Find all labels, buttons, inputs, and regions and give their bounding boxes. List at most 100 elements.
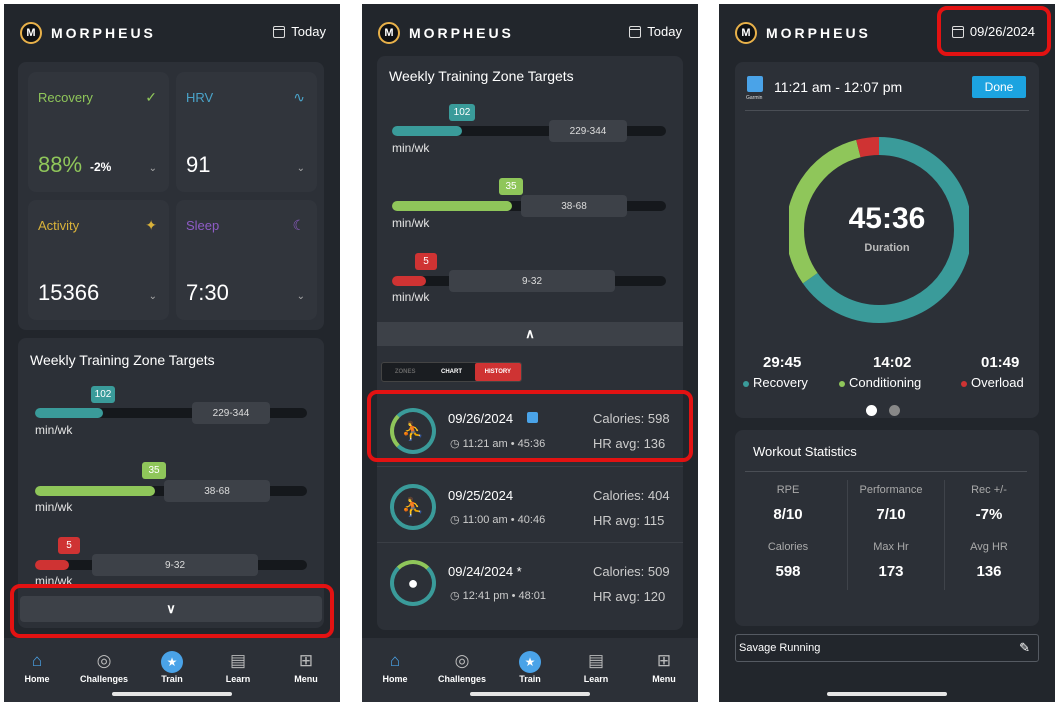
tile-hrv[interactable]: HRV ∿ 91 ⌄ — [176, 72, 317, 192]
tile-label: Recovery — [38, 90, 93, 105]
nav-train[interactable]: ★ Train — [500, 650, 560, 684]
stat-value: -7% — [975, 506, 1003, 523]
home-icon: ⌂ — [389, 651, 401, 670]
nav-label: Train — [519, 674, 541, 684]
history-item[interactable]: ⛹ 09/25/2024 ◷ 11:00 am • 40:46 Calories… — [377, 472, 683, 543]
date-button[interactable]: 09/26/2024 — [951, 24, 1035, 39]
zone-track — [392, 126, 666, 136]
note-text: Savage Running — [739, 642, 821, 654]
date-button[interactable]: Today — [273, 24, 326, 39]
nav-menu[interactable]: ⊞ Menu — [634, 650, 694, 684]
history-item[interactable]: ● 09/24/2024 * ◷ 12:41 pm • 48:01 Calori… — [377, 548, 683, 618]
tile-activity[interactable]: Activity ✦ 15366 ⌄ — [28, 200, 169, 320]
zone-value-badge: 35 — [142, 462, 166, 479]
tile-recovery[interactable]: Recovery ✓ 88% -2% ⌄ — [28, 72, 169, 192]
check-circle-icon: ✓ — [145, 89, 157, 105]
date-label: Today — [647, 24, 682, 39]
collapse-button[interactable]: ∧ — [377, 322, 683, 346]
history-date: 09/24/2024 * — [448, 564, 522, 579]
tab-chart[interactable]: CHART — [440, 369, 462, 375]
breakdown-label-text: Recovery — [753, 375, 808, 390]
grid-icon: ⊞ — [298, 651, 314, 670]
zone-fill — [392, 201, 512, 211]
tile-label: Activity — [38, 218, 80, 233]
breakdown-label-text: Overload — [971, 375, 1024, 390]
history-date: 09/26/2024 — [448, 411, 514, 426]
nav-challenges[interactable]: ◎ Challenges — [432, 650, 492, 684]
page-dot-active[interactable] — [866, 405, 877, 416]
zones-title: Weekly Training Zone Targets — [389, 68, 574, 84]
calendar-icon — [273, 25, 286, 38]
zone-value-badge: 102 — [449, 104, 475, 121]
running-icon: ✦ — [145, 217, 157, 233]
nav-home[interactable]: ⌂ Home — [7, 650, 67, 684]
garmin-icon — [527, 412, 538, 423]
nav-learn[interactable]: ▤ Learn — [208, 650, 268, 684]
nav-learn[interactable]: ▤ Learn — [566, 650, 626, 684]
running-icon: ★ — [500, 650, 560, 673]
tab-history[interactable]: HISTORY — [474, 363, 521, 381]
history-time-text: 12:41 pm • 48:01 — [462, 590, 547, 602]
history-date: 09/25/2024 — [448, 488, 514, 503]
history-item[interactable]: ⛹ 09/26/2024 ◷ 11:21 am • 45:36 Calories… — [377, 396, 683, 467]
target-icon: ◎ — [96, 651, 112, 670]
breakdown-value: 01:49 — [981, 354, 1020, 371]
morpheus-logo: M — [735, 22, 757, 44]
zone-fill — [35, 408, 103, 418]
tab-zones[interactable]: ZONES — [394, 369, 416, 375]
grid-icon: ⊞ — [656, 651, 672, 670]
nav-menu[interactable]: ⊞ Menu — [276, 650, 336, 684]
stat-label: Performance — [859, 484, 923, 496]
nav-label: Menu — [294, 674, 318, 684]
nav-train[interactable]: ★ Train — [142, 650, 202, 684]
pencil-icon[interactable]: ✎ — [1019, 640, 1030, 655]
zone-unit: min/wk — [35, 423, 73, 437]
calendar-icon — [951, 25, 964, 38]
zone-track — [35, 408, 307, 418]
stat-label: Avg HR — [970, 541, 1008, 553]
zone-range: 229-344 — [549, 120, 627, 142]
zone-unit: min/wk — [35, 500, 73, 514]
home-indicator — [470, 692, 590, 696]
nav-challenges[interactable]: ◎ Challenges — [74, 650, 134, 684]
done-button[interactable]: Done — [972, 76, 1026, 98]
stats-divider — [745, 471, 1027, 472]
zones-title: Weekly Training Zone Targets — [30, 352, 215, 368]
highlight-box — [367, 390, 693, 462]
tile-value: 7:30 — [186, 280, 229, 305]
page-dot[interactable] — [889, 405, 900, 416]
workout-note-field[interactable]: Savage Running ✎ — [735, 634, 1039, 662]
home-indicator — [112, 692, 232, 696]
header-divider — [745, 110, 1029, 111]
stat-value: 173 — [878, 563, 904, 580]
nav-label: Challenges — [79, 674, 128, 684]
stat-value: 7/10 — [876, 506, 906, 523]
zone-value-badge: 102 — [91, 386, 115, 403]
tile-sleep[interactable]: Sleep ☾ 7:30 ⌄ — [176, 200, 317, 320]
chevron-down-icon: ∨ — [166, 601, 176, 616]
expand-button[interactable]: ∨ — [20, 596, 322, 622]
duration-value: 45:36 — [848, 202, 926, 235]
stats-title: Workout Statistics — [753, 444, 857, 459]
history-time-text: 11:00 am • 40:46 — [462, 514, 546, 526]
zone-targets-panel: Weekly Training Zone Targets 102 229-344… — [18, 338, 324, 628]
date-label: Today — [291, 24, 326, 39]
stats-vdivider — [944, 480, 945, 590]
zone-fill — [35, 486, 155, 496]
nav-home[interactable]: ⌂ Home — [365, 650, 425, 684]
tile-label: HRV — [186, 90, 214, 105]
stat-label: Rec +/- — [971, 484, 1007, 496]
garmin-icon — [747, 76, 763, 92]
pulse-icon: ∿ — [293, 89, 305, 105]
breakdown-label: Recovery — [743, 375, 808, 390]
treadmill-icon: ⛹ — [401, 420, 425, 441]
clipboard-icon: ▤ — [229, 651, 247, 670]
duration-label: Duration — [864, 242, 910, 254]
stat-label: RPE — [776, 484, 800, 496]
calendar-icon — [629, 25, 642, 38]
bottom-nav: ⌂ Home ◎ Challenges ★ Train ▤ Learn ⊞ Me… — [362, 638, 698, 702]
history-calories: Calories: 509 — [593, 564, 670, 579]
date-button[interactable]: Today — [629, 24, 682, 39]
zone-range: 38-68 — [164, 480, 270, 502]
history-hr: HR avg: 136 — [593, 436, 666, 451]
